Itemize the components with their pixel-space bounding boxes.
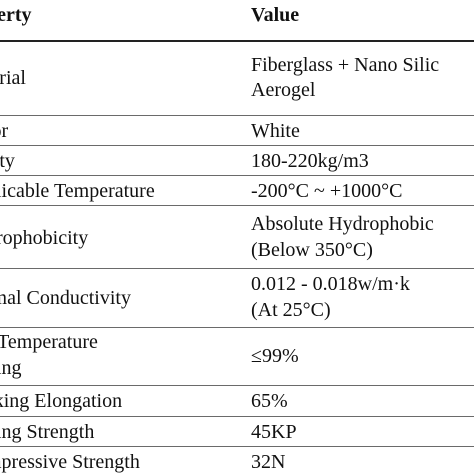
value-cell: 45KP <box>251 421 297 443</box>
row-divider <box>0 175 474 176</box>
value-cell: 180-220kg/m3 <box>251 150 369 172</box>
value-cell: ≤99% <box>251 345 299 367</box>
property-cell-line: nding <box>0 357 22 379</box>
value-cell-line: Fiberglass + Nano Silic <box>251 54 440 76</box>
value-cell-line: (At 25°C) <box>251 299 331 321</box>
row-divider <box>0 385 474 386</box>
value-cell-line: 0.012 - 0.018w/m·k <box>251 273 410 295</box>
value-cell: 32N <box>251 451 286 473</box>
row-divider <box>0 268 474 269</box>
property-cell: ompressive Strength <box>0 451 140 473</box>
row-divider <box>0 145 474 146</box>
property-cell: eaking Elongation <box>0 390 123 412</box>
header-bottom-rule <box>0 40 474 42</box>
row-divider <box>0 327 474 328</box>
row-divider <box>0 446 474 447</box>
value-cell: -200°C ~ +1000°C <box>251 180 403 202</box>
property-cell: oplicable Temperature <box>0 180 155 202</box>
header-value: Value <box>251 4 300 26</box>
row-divider <box>0 115 474 116</box>
property-cell: ydrophobicity <box>0 227 89 249</box>
value-cell-line: Aerogel <box>251 79 316 101</box>
value-cell-line: (Below 350°C) <box>251 239 373 261</box>
property-cell: nding Strength <box>0 421 95 443</box>
property-cell: nsity <box>0 150 15 172</box>
row-divider <box>0 205 474 206</box>
row-divider <box>0 416 474 417</box>
property-cell: olor <box>0 120 9 142</box>
value-cell: White <box>251 120 300 142</box>
property-cell: ermal Conductivity <box>0 287 131 309</box>
value-cell-line: Absolute Hydrophobic <box>251 213 434 235</box>
property-cell: aterial <box>0 67 26 89</box>
header-property: operty <box>0 4 32 26</box>
property-cell-line: w-Temperature <box>0 331 98 353</box>
value-cell: 65% <box>251 390 288 412</box>
